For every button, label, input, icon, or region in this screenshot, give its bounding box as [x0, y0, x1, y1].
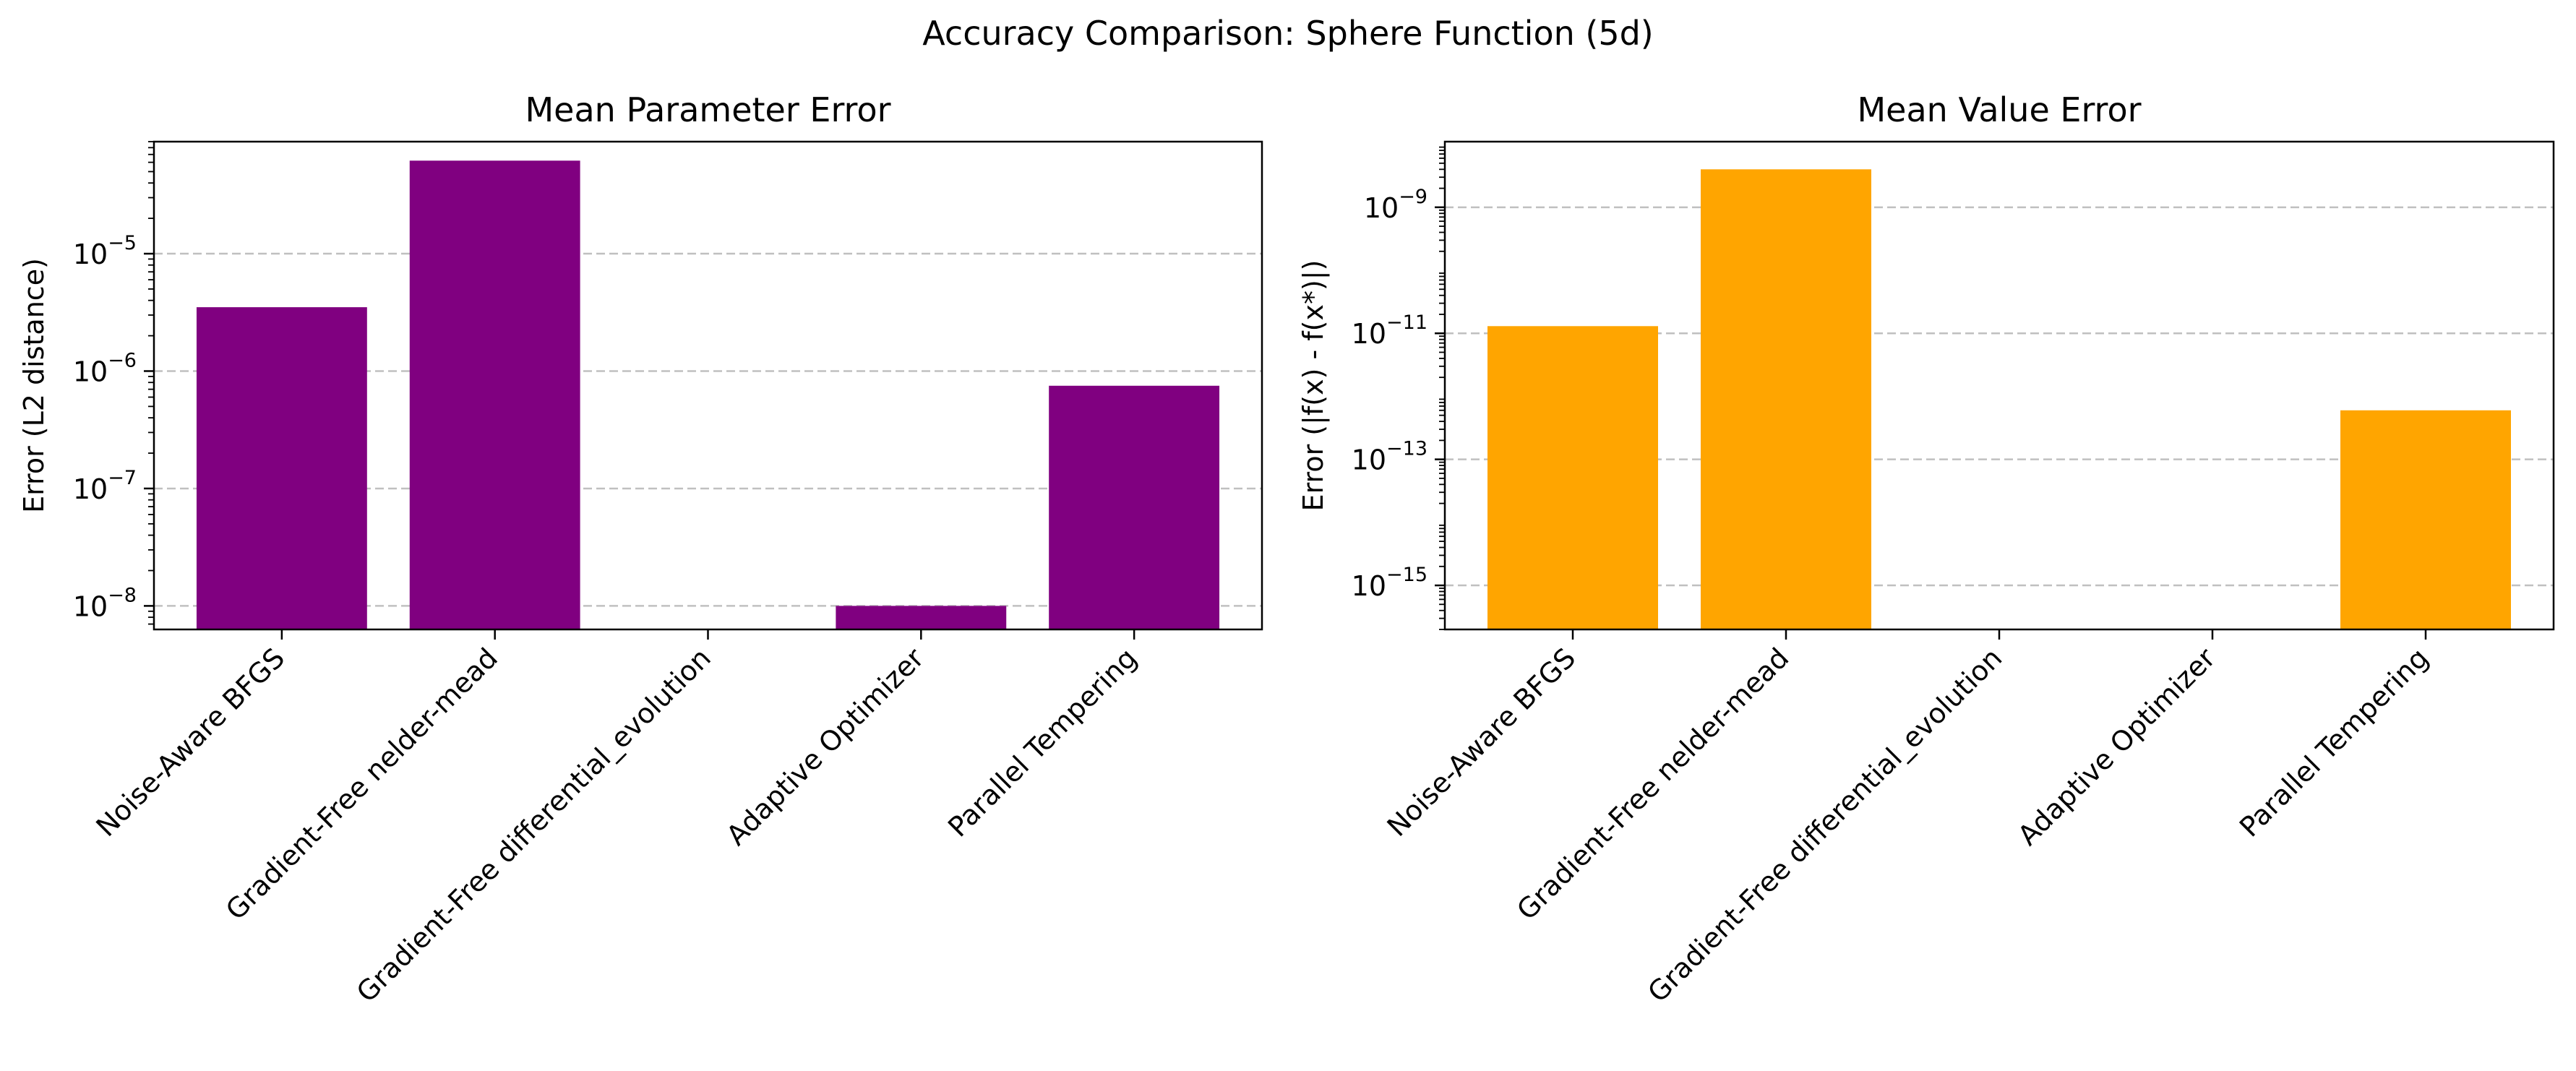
axes-frame — [153, 140, 1263, 631]
bar-parallel-tempering — [1049, 385, 1220, 629]
figure-title: Accuracy Comparison: Sphere Function (5d… — [922, 14, 1653, 53]
y-tick-label: 10−7 — [73, 467, 137, 505]
y-tick-label: 10−11 — [1352, 311, 1427, 350]
y-tick-label: 10−8 — [73, 584, 137, 622]
y-axis-label: Error (L2 distance) — [18, 258, 50, 513]
bar-noise-aware-bfgs — [196, 307, 367, 629]
bar-noise-aware-bfgs — [1487, 326, 1658, 629]
y-tick-label: 10−13 — [1352, 438, 1427, 476]
bar-parallel-tempering — [2340, 410, 2511, 629]
bar-gradient-free-nelder-mead — [1701, 169, 1871, 629]
bar-gradient-free-nelder-mead — [409, 160, 580, 629]
y-tick-label: 10−15 — [1352, 564, 1427, 602]
y-tick-label: 10−6 — [73, 349, 137, 387]
y-tick-label: 10−9 — [1364, 186, 1427, 224]
bar-adaptive-optimizer — [836, 606, 1007, 629]
axes-frame — [1443, 140, 2555, 631]
y-tick-label: 10−5 — [73, 232, 137, 270]
chart-title: Mean Value Error — [1857, 90, 2141, 129]
chart-title: Mean Parameter Error — [525, 90, 890, 129]
y-axis-label: Error (|f(x) - f(x*)|) — [1297, 260, 1330, 512]
